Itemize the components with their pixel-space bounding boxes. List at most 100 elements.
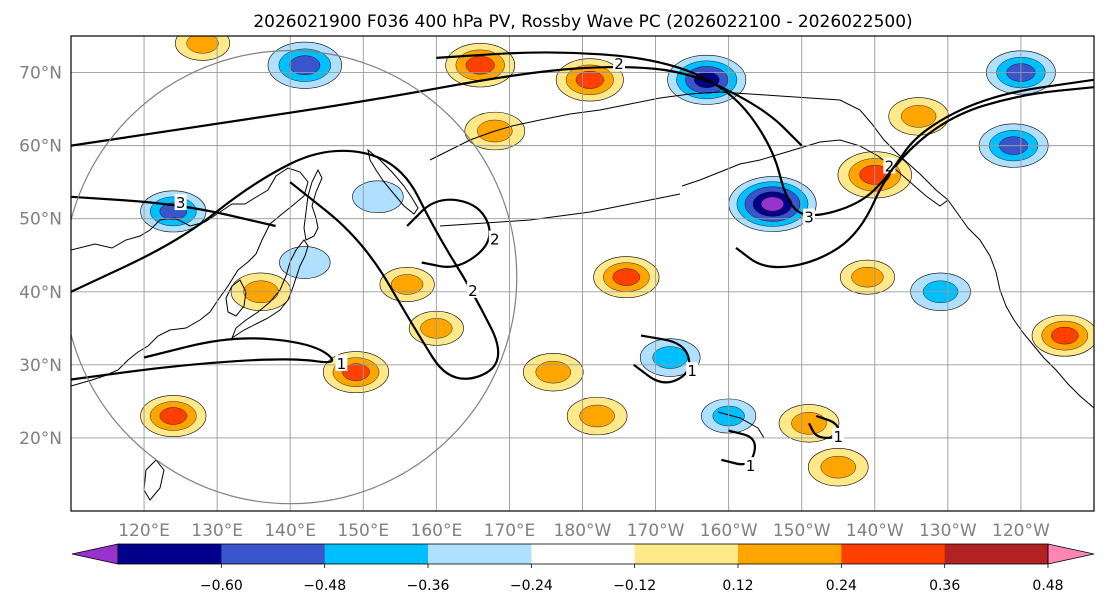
pv-contour-line — [71, 149, 500, 380]
pc-anomaly — [888, 97, 949, 136]
lat-tick-label: 40°N — [19, 283, 62, 303]
contour-label: 1 — [746, 457, 756, 475]
colorbar-segment — [428, 544, 532, 564]
lon-tick-label: 120°W — [992, 521, 1050, 541]
pc-anomaly-level — [352, 180, 404, 214]
colorbar-segment — [118, 544, 222, 564]
contour-label-bg — [613, 55, 626, 72]
pc-anomaly — [279, 246, 331, 279]
pv-contour-line — [735, 86, 1094, 269]
contour-label-bg — [174, 194, 187, 211]
map-frame — [70, 35, 1095, 512]
pv-contours: 1 1 1 1 2 2 2 2 3 3 — [71, 51, 1094, 475]
coastline-hokkaido-sakhalin — [303, 168, 323, 241]
pc-anomaly — [175, 36, 231, 61]
lat-tick-label: 50°N — [19, 210, 62, 230]
pc-anomaly-level — [1051, 326, 1079, 345]
pv-contour-line — [406, 198, 491, 268]
pc-anomaly — [728, 176, 817, 232]
pc-anomaly-level — [820, 455, 856, 479]
pc-anomaly — [807, 447, 869, 487]
lon-tick-label: 160°W — [700, 521, 758, 541]
colorbar-tick-label: 0.48 — [1032, 578, 1063, 594]
contour-label: 2 — [490, 231, 500, 249]
colorbar-segment — [221, 544, 326, 564]
colorbar-segment — [531, 544, 636, 564]
contour-label-bg — [686, 362, 699, 379]
colorbar: −0.60 −0.48 −0.36 −0.24 −0.12 0.12 0.24 0.36 0.4… — [71, 543, 1095, 594]
lat-tick-label: 30°N — [19, 356, 62, 376]
colorbar-tick-label: −0.36 — [407, 578, 450, 594]
pc-anomaly-level — [465, 56, 495, 75]
colorbar-segment — [841, 544, 946, 564]
colorbar-tick-label: 0.12 — [722, 578, 753, 594]
lon-tick-label: 150°E — [337, 521, 389, 541]
lon-tick-label: 140°E — [264, 521, 316, 541]
pc-anomaly-level — [159, 407, 187, 425]
colorbar-extend-low — [71, 543, 119, 565]
lon-tick-label: 170°W — [627, 521, 685, 541]
contour-label: 2 — [468, 282, 478, 300]
chart-title: 2026021900 F036 400 hPa PV, Rossby Wave … — [253, 12, 912, 32]
pc-anomaly-level — [535, 360, 571, 384]
contour-label-bg — [488, 230, 501, 247]
pc-anomaly-level — [289, 55, 321, 75]
pc-anomaly-level — [851, 266, 884, 288]
colorbar-tick-label: 0.36 — [929, 578, 960, 594]
pc-anomaly-level — [579, 404, 615, 428]
pc-anomaly — [352, 180, 404, 214]
pc-anomaly-level — [186, 36, 219, 54]
colorbar-segment — [738, 544, 842, 564]
colorbar-segment — [324, 544, 429, 564]
pv-contour-line — [633, 334, 691, 384]
pc-anomaly-level — [900, 105, 937, 128]
pc-anomaly-level — [342, 363, 370, 381]
contour-label: 3 — [804, 209, 814, 227]
colorbar-frame — [117, 543, 1049, 565]
colorbar-tick-label: −0.12 — [613, 578, 656, 594]
coastline-kamchatka — [367, 148, 419, 215]
lon-tick-label: 180°W — [554, 521, 612, 541]
lon-tick-label: 130°W — [919, 521, 977, 541]
colorbar-tick-label: −0.24 — [510, 578, 553, 594]
pc-anomaly — [593, 256, 660, 299]
pc-anomaly — [839, 259, 895, 295]
pc-anomaly — [1031, 314, 1094, 357]
contour-label: 1 — [833, 428, 843, 446]
colorbar-segment — [944, 544, 1049, 564]
lon-tick-label: 140°W — [846, 521, 904, 541]
graticule — [71, 36, 1094, 511]
pv-contour-line — [71, 337, 334, 381]
pc-anomaly — [267, 41, 342, 89]
colorbar-extend-high — [1047, 543, 1095, 565]
pc-anomaly-level — [760, 196, 785, 212]
pc-anomaly — [523, 352, 584, 392]
contour-label-bg — [803, 208, 816, 225]
coastline-alaska — [429, 91, 949, 207]
lat-tick-label: 60°N — [19, 137, 62, 157]
pc-anomaly — [322, 351, 390, 394]
pv-contour-line — [436, 51, 1094, 217]
focus-circle — [71, 50, 518, 505]
lon-tick-labels: 120°E 130°E 140°E 150°E 160°E 170°E 180°W 170°W… — [118, 521, 1050, 541]
pc-anomaly-level — [391, 274, 424, 295]
pc-anomaly-level — [575, 70, 604, 89]
contour-label: 2 — [885, 158, 895, 176]
contour-label-bg — [335, 354, 348, 371]
coastline-north-america — [947, 199, 1094, 409]
colorbar-tick-label: 0.24 — [826, 578, 857, 594]
colorbar-tick-label: −0.48 — [303, 578, 346, 594]
pc-anomaly — [140, 395, 207, 437]
lon-tick-label: 160°E — [411, 521, 463, 541]
pc-anomaly-level — [612, 268, 641, 286]
contour-label-bg — [832, 427, 845, 444]
colorbar-tick-label: −0.60 — [200, 578, 243, 594]
lon-tick-label: 120°E — [118, 521, 170, 541]
coastline-japan — [230, 239, 309, 340]
contour-label-bg — [466, 281, 479, 298]
coastline-aleutians — [439, 193, 681, 227]
contour-label: 3 — [176, 194, 186, 212]
lon-tick-label: 130°E — [191, 521, 243, 541]
lat-tick-label: 20°N — [19, 429, 62, 449]
